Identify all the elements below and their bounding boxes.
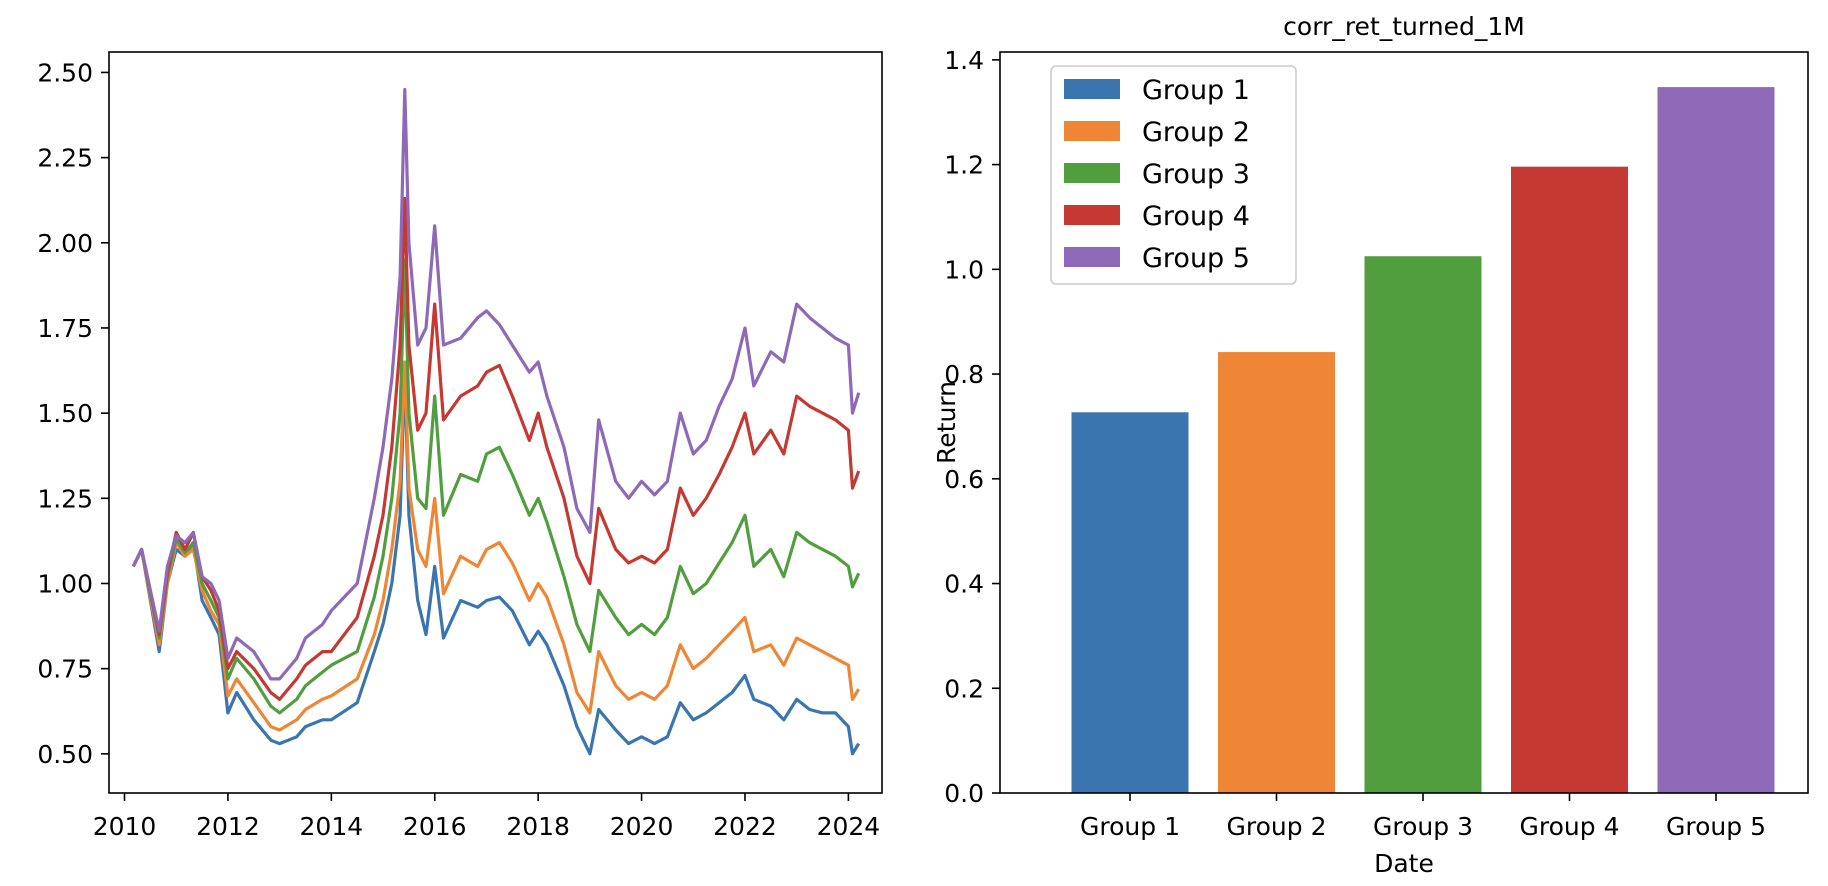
- y-tick-label: 0.4: [944, 570, 984, 599]
- y-tick-label: 1.00: [37, 569, 93, 598]
- x-tick-label: Group 5: [1666, 812, 1766, 841]
- line-series-3: [131, 258, 861, 715]
- legend-swatch-1: [1064, 79, 1120, 99]
- x-tick-label: 2024: [817, 812, 881, 841]
- bar-x-axis: Group 1 Group 2 Group 3 Group 4 Group 5: [1080, 793, 1766, 841]
- y-tick-label: 2.00: [37, 229, 93, 258]
- y-tick-label: 0.50: [37, 740, 93, 769]
- bar-chart-title: corr_ret_turned_1M: [1283, 12, 1525, 41]
- line-chart: 2010 2012 2014 2016 2018 2020 2022 2024 0.50 0.7…: [37, 51, 883, 841]
- legend-swatch-4: [1064, 205, 1120, 225]
- legend-box: [1050, 65, 1297, 285]
- line-series-group: [131, 87, 861, 756]
- x-tick-label: 2014: [300, 812, 364, 841]
- y-tick-label: 1.2: [944, 151, 984, 180]
- line-chart-frame: [108, 51, 883, 794]
- legend-label-2: Group 2: [1142, 117, 1250, 148]
- y-tick-label: 0.8: [944, 360, 984, 389]
- y-tick-label: 1.50: [37, 399, 93, 428]
- x-tick-label: 2012: [196, 812, 260, 841]
- x-tick-label: Group 1: [1080, 812, 1180, 841]
- line-series-5: [131, 87, 861, 681]
- y-tick-label: 0.75: [37, 655, 93, 684]
- x-tick-label: 2020: [610, 812, 674, 841]
- bar-legend: Group 1 Group 2 Group 3 Group 4 Group 5: [1050, 65, 1297, 285]
- bar-y-axis-title: Return: [932, 381, 961, 464]
- legend-label-5: Group 5: [1142, 243, 1250, 274]
- y-tick-label: 0.2: [944, 674, 984, 703]
- line-series-1: [131, 370, 861, 756]
- legend-label-3: Group 3: [1142, 159, 1250, 190]
- y-tick-label: 2.50: [37, 58, 93, 87]
- line-y-axis: 0.50 0.75 1.00 1.25 1.50 1.75 2.00 2.25 2.50: [37, 58, 109, 769]
- legend-swatch-2: [1064, 121, 1120, 141]
- bar-y-axis: 0.0 0.2 0.4 0.6 0.8 1.0 1.2 1.4: [944, 46, 1000, 808]
- line-series-2: [131, 360, 861, 732]
- x-tick-label: 2016: [403, 812, 467, 841]
- line-series-4: [131, 196, 861, 701]
- legend-swatch-5: [1064, 247, 1120, 267]
- bar-chart-frame: [999, 51, 1809, 794]
- x-tick-label: 2022: [713, 812, 777, 841]
- y-tick-label: 1.4: [944, 46, 984, 75]
- bar-4: [1511, 166, 1628, 793]
- bar-5: [1657, 87, 1775, 793]
- bar-1: [1071, 412, 1189, 793]
- y-tick-label: 1.75: [37, 314, 93, 343]
- legend-label-4: Group 4: [1142, 201, 1250, 232]
- bar-3: [1364, 256, 1482, 793]
- x-tick-label: Group 4: [1520, 812, 1620, 841]
- y-tick-label: 1.0: [944, 255, 984, 284]
- x-tick-label: Group 2: [1227, 812, 1327, 841]
- bar-x-axis-title: Date: [1374, 849, 1434, 878]
- y-tick-label: 0.0: [944, 779, 984, 808]
- legend-label-1: Group 1: [1142, 75, 1250, 106]
- x-tick-label: Group 3: [1373, 812, 1473, 841]
- x-tick-label: 2018: [506, 812, 570, 841]
- y-tick-label: 2.25: [37, 144, 93, 173]
- line-x-axis: 2010 2012 2014 2016 2018 2020 2022 2024: [93, 793, 881, 841]
- bar-group: [1071, 87, 1775, 793]
- bar-2: [1218, 352, 1335, 793]
- y-tick-label: 1.25: [37, 484, 93, 513]
- y-tick-label: 0.6: [944, 465, 984, 494]
- bar-chart: corr_ret_turned_1M Group 1 Group 2 Group 3…: [932, 12, 1809, 878]
- legend-swatch-3: [1064, 163, 1120, 183]
- x-tick-label: 2010: [93, 812, 157, 841]
